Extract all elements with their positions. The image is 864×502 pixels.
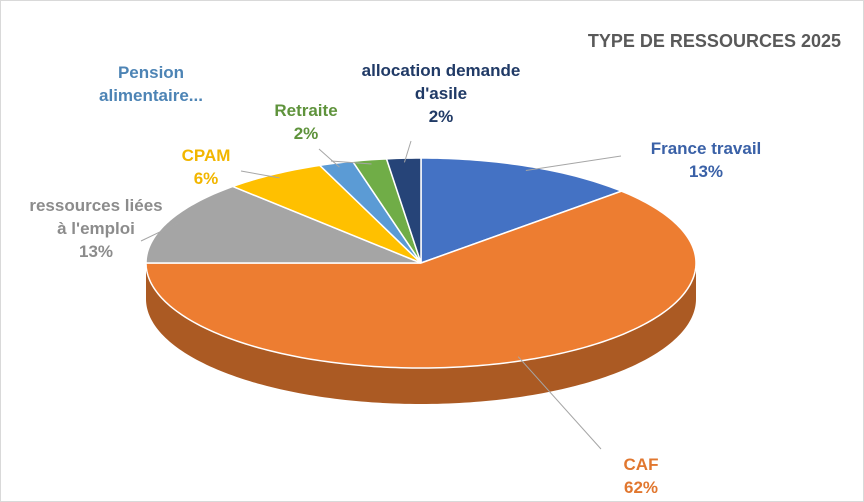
data-label-name: allocation demande d'asile <box>361 61 521 103</box>
data-label: Pension alimentaire... <box>71 61 231 107</box>
data-label-value: 2% <box>293 124 319 143</box>
data-label: ressources liées à l'emploi 13% <box>26 194 166 263</box>
data-label-value: 62% <box>623 478 659 497</box>
data-label: CPAM 6% <box>166 144 246 190</box>
pie-slice <box>351 158 422 264</box>
leader-line <box>517 356 602 450</box>
data-label-value: 13% <box>688 162 724 181</box>
pie-slice-side <box>146 263 696 404</box>
leader-line <box>525 155 622 171</box>
chart-title: TYPE DE RESSOURCES 2025 <box>587 31 841 51</box>
data-label-name: France travail <box>650 139 762 158</box>
pie-slice <box>385 157 422 264</box>
pie-slice <box>318 160 422 264</box>
data-label-name: Retraite <box>274 101 338 120</box>
data-label: allocation demande d'asile 2% <box>341 59 541 128</box>
data-label: Retraite 2% <box>261 99 351 145</box>
data-label-name: CAF <box>623 455 659 474</box>
data-label: CAF 62% <box>601 453 681 499</box>
leader-line <box>240 170 280 179</box>
leader-line <box>140 222 179 242</box>
leader-line <box>403 140 412 163</box>
data-label: France travail 13% <box>616 137 796 183</box>
data-label-value: 2% <box>428 107 454 126</box>
data-label-name: Pension alimentaire... <box>99 63 203 105</box>
data-label-value: 13% <box>78 242 114 261</box>
data-label-name: CPAM <box>181 146 231 165</box>
pie-slice <box>145 185 422 264</box>
pie-slice <box>420 157 624 265</box>
leader-line <box>318 148 340 168</box>
data-label-name: ressources liées à l'emploi <box>29 196 163 238</box>
data-label-value: 6% <box>193 169 219 188</box>
leader-line <box>330 160 372 165</box>
pie-slice <box>230 164 422 264</box>
